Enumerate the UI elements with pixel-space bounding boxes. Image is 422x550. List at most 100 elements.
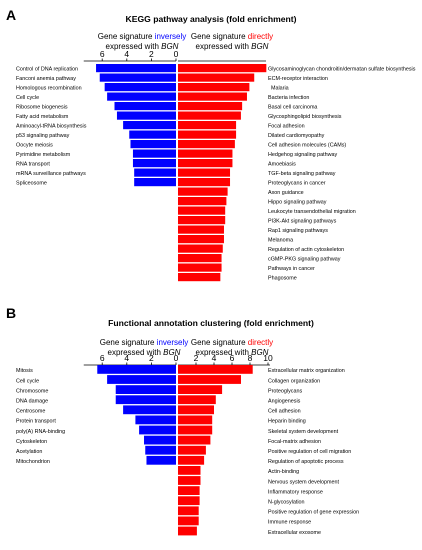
panel-b-left-category-label: Acetylation <box>16 449 42 455</box>
panel-a-left-tick-label: 0 <box>174 49 179 59</box>
panel-a-left-bar <box>134 168 176 177</box>
panel-b-right-bar <box>178 486 200 495</box>
panel-b-right-bar <box>178 365 253 374</box>
panel-a-right-header-line2: expressed with BGN <box>196 42 269 51</box>
panel-a-right-bar <box>178 254 222 263</box>
panel-b-right-bar <box>178 526 197 536</box>
panel-b-right-category-label: Nervous system development <box>268 479 340 485</box>
panel-a-left-tick-label: 2 <box>149 49 154 59</box>
panel-b-right-header-line1: Gene signature directly <box>191 338 273 347</box>
panel-b-right-bar <box>178 506 199 516</box>
panel-b-right-bar <box>178 516 199 526</box>
panel-b-left-tick-label: 2 <box>149 353 154 363</box>
panel-a-right-bar <box>178 263 222 272</box>
panel-a-right-bar <box>178 244 223 253</box>
panel-a-right-category-label: Leukocyte transendothelial migration <box>268 209 356 215</box>
panel-b-left-header-line2: expressed with BGN <box>108 348 181 357</box>
panel-b-left-bar <box>144 435 176 445</box>
panel-b-right-category-label: Actin-binding <box>268 469 299 475</box>
panel-b-right-category-label: Focal-matrix adhesion <box>268 439 321 445</box>
panel-a-left-header-line1: Gene signature inversely <box>98 32 187 41</box>
panel-b-right-bar <box>178 435 211 445</box>
panel-a-right-category-label: Glycosaminoglycan chondroitin/dermatan s… <box>268 67 416 73</box>
panel-a-right-category-label: Hippo signaling pathway <box>268 200 327 206</box>
panel-a-left-category-label: mRNA surveillance pathways <box>16 171 86 177</box>
panel-a-right-bar <box>178 92 247 101</box>
panel-b-left-bars: Mitosis Cell cycle Chromosome DNA damage Cen… <box>16 365 176 465</box>
panel-a-left-bars: Control of DNA replication Fanconi anemia… <box>16 64 176 187</box>
panel-a: A KEGG pathway analysis (fold enrichment… <box>6 7 416 282</box>
panel-b-right-category-label: Collagen organization <box>268 378 320 384</box>
panel-b-right-category-label: Inflammatory response <box>268 489 323 495</box>
panel-b-right-category-label: Extracellular exosome <box>268 530 321 536</box>
panel-a-right-category-label: Rap1 signaling pathways <box>268 228 328 234</box>
panel-a-right-bar <box>178 83 250 92</box>
panel-a-right-bar <box>178 102 243 111</box>
panel-a-right-bars: Glycosaminoglycan chondroitin/dermatan s… <box>178 64 416 282</box>
panel-b-left-category-label: poly(A) RNA-binding <box>16 429 65 435</box>
panel-a-left-category-label: Aminoacyl-tRNA biosynthesis <box>16 124 87 130</box>
panel-a-left-bar <box>123 121 176 130</box>
panel-a-right-bar <box>178 121 237 130</box>
panel-a-right-category-label: cGMP-PKG signaling pathway <box>268 257 341 263</box>
panel-b-right-tick-label: 8 <box>248 353 253 363</box>
panel-a-left-category-label: Spliceosome <box>16 181 47 187</box>
panel-b-letter: B <box>6 305 16 321</box>
panel-a-left-category-label: Ribosome biogenesis <box>16 105 68 111</box>
panel-a-right-category-label: PI3K-Akt signaling pathways <box>268 219 337 225</box>
panel-b-right-bar <box>178 466 201 475</box>
panel-a-right-bar <box>178 64 267 73</box>
panel-b-right-tick-label: 4 <box>212 353 217 363</box>
panel-a-right-bar <box>178 273 221 282</box>
panel-a-right-bar <box>178 168 231 177</box>
panel-a-letter: A <box>6 7 16 23</box>
panel-b-left-bar <box>139 425 176 435</box>
panel-b-left-tick-label: 6 <box>100 353 105 363</box>
panel-b-left-category-label: Centrosome <box>16 409 45 415</box>
panel-b-right-bar <box>178 455 205 465</box>
panel-b-right-bar <box>178 405 214 415</box>
panel-a-left-tick-label: 4 <box>124 49 129 59</box>
panel-a-right-category-label: Basal cell carcinoma <box>268 105 317 111</box>
panel-a-left-tick-label: 6 <box>100 49 105 59</box>
panel-b-left-tick-label: 4 <box>124 353 129 363</box>
panel-b-right-bar <box>178 395 216 405</box>
panel-b-right-bars: Extracellular matrix organization Collage… <box>178 365 359 536</box>
panel-b-right-tick-label: 2 <box>194 353 199 363</box>
panel-b-left-bar <box>97 365 176 374</box>
panel-b-left-category-label: Cytoskeleton <box>16 439 47 445</box>
panel-b-right-category-label: Skeletal system development <box>268 429 339 435</box>
panel-a-title: KEGG pathway analysis (fold enrichment) <box>126 14 297 24</box>
panel-b-left-bar <box>107 375 176 384</box>
panel-a-right-category-label: Hedgehog signaling pathway <box>268 152 338 158</box>
panel-b-left-category-label: Protein transport <box>16 419 56 425</box>
panel-b-left-bar <box>145 445 176 455</box>
panel-a-right-bar <box>178 206 226 215</box>
panel-a-right-category-label: ECM-receptor interaction <box>268 76 328 82</box>
panel-a-right-category-label: Pathways in cancer <box>268 266 315 272</box>
panel-b-title: Functional annotation clustering (fold e… <box>108 318 314 328</box>
panel-b-right-category-label: N-glycosylation <box>268 500 305 506</box>
panel-a-left-bar <box>129 130 176 139</box>
panel-a-right-category-label: Focal adhesion <box>268 124 305 130</box>
panel-a-right-category-label: Regulation of actin cytoskeleton <box>268 247 344 253</box>
panel-a-right-category-label: Bacteria infection <box>268 95 309 101</box>
panel-a-left-bar <box>107 92 176 101</box>
panel-b-right-bar <box>178 425 213 435</box>
panel-b-right-bar <box>178 476 201 485</box>
panel-a-left-bar <box>114 102 176 111</box>
panel-a-right-header-line1: Gene signature directly <box>191 32 273 41</box>
panel-a-left-category-label: Fanconi anemia pathway <box>16 76 76 82</box>
panel-b-left-category-label: Mitochondrion <box>16 459 50 465</box>
panel-a-left-bar <box>96 64 176 73</box>
panel-a-right-category-label: Melanoma <box>268 238 293 244</box>
panel-b-right-header-line2: expressed with BGN <box>196 348 269 357</box>
panel-a-left-header-line2: expressed with BGN <box>106 42 179 51</box>
panel-a-right-category-label: Glycosphingolipid biosynthesis <box>268 114 342 120</box>
panel-a-right-bar <box>178 197 227 206</box>
panel-b-right-bar <box>178 415 213 425</box>
panel-a-axis: 6 4 2 0 <box>83 49 266 62</box>
panel-b-right-bar <box>178 385 223 394</box>
panel-b-left-bar <box>135 415 176 425</box>
panel-a-left-category-label: Control of DNA replication <box>16 67 78 73</box>
